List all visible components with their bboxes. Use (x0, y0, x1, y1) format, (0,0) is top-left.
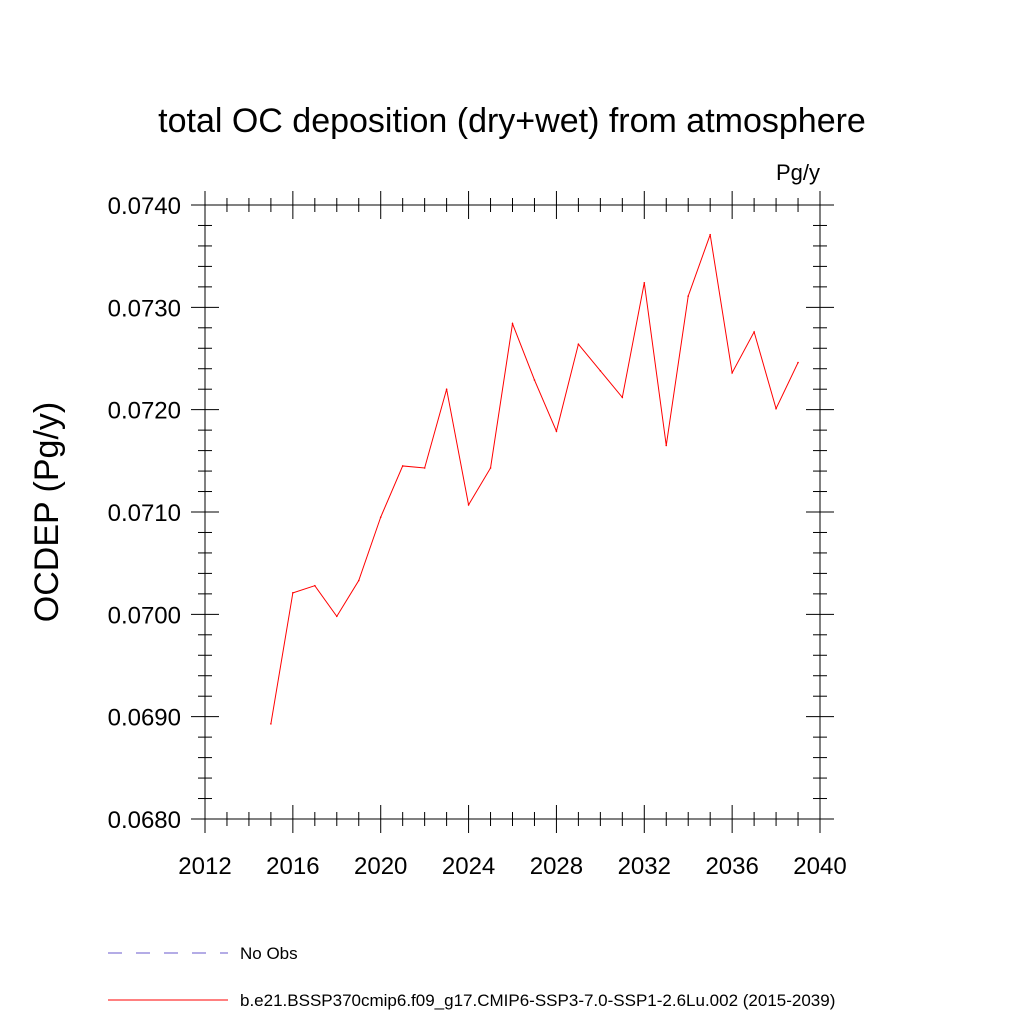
data-point (731, 372, 733, 374)
x-tick-label: 2036 (705, 853, 758, 880)
series-line-1 (270, 234, 799, 724)
data-point (577, 343, 580, 345)
y-tick-labels: 0.0680 0.0690 0.0700 0.0710 0.0720 0.0730 0.07… (108, 193, 181, 834)
data-point (314, 584, 316, 587)
legend: No Obs b.e21.BSSP370cmip6.f09_g17.CMIP6-… (108, 944, 835, 1010)
x-tick-label: 2024 (442, 853, 495, 880)
data-point (292, 592, 294, 594)
y-tick-label: 0.0710 (108, 500, 181, 527)
data-point (489, 467, 492, 469)
major-ticks (191, 191, 834, 833)
data-point (270, 723, 272, 725)
data-point (379, 516, 382, 518)
y-tick-label: 0.0740 (108, 193, 181, 220)
data-point (533, 379, 536, 381)
data-point (555, 430, 558, 432)
series-layer (270, 233, 799, 725)
y-axis-label: OCDEP (Pg/y) (28, 402, 66, 622)
minor-ticks (198, 198, 827, 826)
x-tick-label: 2012 (178, 853, 231, 880)
units-label: Pg/y (776, 160, 820, 185)
chart-title: total OC deposition (dry+wet) from atmos… (158, 102, 866, 140)
y-tick-label: 0.0720 (108, 398, 181, 425)
data-point (357, 579, 360, 582)
data-point (401, 465, 404, 467)
data-point (643, 281, 646, 284)
data-point (687, 295, 690, 297)
data-point (775, 407, 777, 410)
x-tick-label: 2040 (793, 853, 846, 880)
legend-label-no-obs: No Obs (240, 944, 298, 963)
data-point (511, 322, 514, 325)
y-tick-label: 0.0700 (108, 602, 181, 629)
data-point (709, 233, 711, 236)
data-point (797, 361, 799, 364)
y-tick-label: 0.0730 (108, 295, 181, 322)
data-point (621, 396, 624, 399)
y-tick-label: 0.0690 (108, 705, 181, 732)
data-point (445, 388, 448, 391)
legend-label-model: b.e21.BSSP370cmip6.f09_g17.CMIP6-SSP3-7.… (240, 991, 835, 1010)
x-tick-label: 2028 (530, 853, 583, 880)
plot-frame (204, 204, 821, 820)
x-tick-labels: 2012 2016 2020 2024 2028 2032 2036 2040 (178, 853, 846, 880)
data-point (599, 369, 602, 372)
x-tick-label: 2032 (618, 853, 671, 880)
x-tick-label: 2016 (266, 853, 319, 880)
data-point (665, 444, 668, 447)
data-point (753, 331, 755, 333)
x-tick-label: 2020 (354, 853, 407, 880)
data-point (423, 467, 426, 469)
data-point (335, 615, 338, 618)
y-tick-label: 0.0680 (108, 807, 181, 834)
data-point (467, 504, 470, 506)
